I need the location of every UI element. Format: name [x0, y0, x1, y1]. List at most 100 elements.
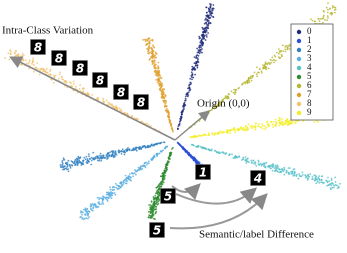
point [201, 26, 204, 29]
point [165, 107, 168, 110]
point [139, 166, 142, 169]
point [284, 48, 287, 51]
point [157, 185, 159, 188]
point [149, 39, 152, 42]
point [149, 125, 152, 127]
point [149, 145, 151, 148]
point [273, 120, 275, 123]
point [265, 161, 268, 164]
point [322, 21, 324, 24]
point [86, 207, 89, 210]
point [267, 124, 270, 127]
point [151, 63, 154, 65]
point [49, 70, 51, 72]
point [90, 207, 92, 210]
point [169, 155, 171, 158]
point [253, 125, 256, 128]
point [38, 73, 41, 76]
point [283, 173, 286, 176]
point [161, 178, 164, 181]
point [159, 175, 162, 178]
point [59, 164, 62, 166]
point [292, 175, 295, 177]
point [153, 200, 156, 203]
point [67, 168, 69, 170]
point [110, 155, 113, 158]
point [86, 162, 89, 164]
point [323, 10, 325, 13]
point [298, 175, 301, 177]
point [86, 159, 89, 162]
point [152, 214, 155, 217]
point [281, 44, 284, 47]
point [193, 56, 196, 58]
digit-thumbnail-label: 8 [137, 96, 145, 110]
point [252, 162, 255, 165]
legend-marker [296, 47, 302, 53]
point [151, 38, 154, 41]
point [75, 85, 77, 88]
digit-thumbnail-label: 4 [253, 172, 262, 186]
point [221, 151, 223, 154]
point [213, 107, 216, 110]
point [339, 182, 341, 185]
point [113, 154, 116, 157]
legend-marker [296, 74, 302, 80]
point [249, 77, 252, 80]
point [269, 58, 272, 61]
point [20, 60, 23, 62]
point [156, 196, 159, 199]
point [116, 188, 119, 190]
point [74, 158, 77, 161]
point [205, 18, 208, 21]
point [117, 151, 120, 154]
point [268, 63, 271, 65]
point [120, 183, 123, 186]
point [244, 158, 247, 161]
point [205, 14, 208, 17]
point [161, 180, 164, 182]
point [76, 160, 79, 163]
point [250, 124, 253, 127]
point [278, 117, 281, 119]
point [252, 159, 255, 162]
point [212, 106, 215, 109]
point [188, 89, 191, 92]
point [298, 173, 301, 175]
point [261, 123, 263, 125]
point [160, 95, 163, 98]
point [28, 67, 30, 70]
point [52, 81, 55, 84]
point [148, 42, 151, 45]
point [156, 154, 158, 157]
point [210, 109, 213, 111]
digit-thumbnail-label: 8 [55, 52, 63, 66]
point [206, 14, 209, 17]
point [114, 182, 117, 185]
point [270, 61, 272, 64]
point [195, 62, 198, 65]
point [178, 122, 181, 125]
point [275, 123, 277, 126]
point [112, 150, 115, 153]
point [275, 121, 277, 123]
point [168, 161, 170, 164]
point [84, 207, 87, 210]
point [253, 71, 256, 74]
point [208, 7, 210, 10]
digit-thumbnail [133, 94, 149, 110]
digit-thumbnail-label: 8 [76, 62, 84, 76]
legend-marker [296, 110, 302, 116]
point [295, 120, 297, 122]
point [327, 2, 329, 4]
point [209, 149, 211, 152]
point [72, 162, 75, 165]
point [326, 11, 329, 14]
legend-marker [296, 56, 302, 62]
point [320, 181, 322, 184]
point [159, 88, 161, 90]
intra-class-label: Intra-Class Variation [2, 25, 94, 37]
point [323, 181, 325, 184]
point [135, 173, 137, 176]
point [36, 68, 39, 70]
